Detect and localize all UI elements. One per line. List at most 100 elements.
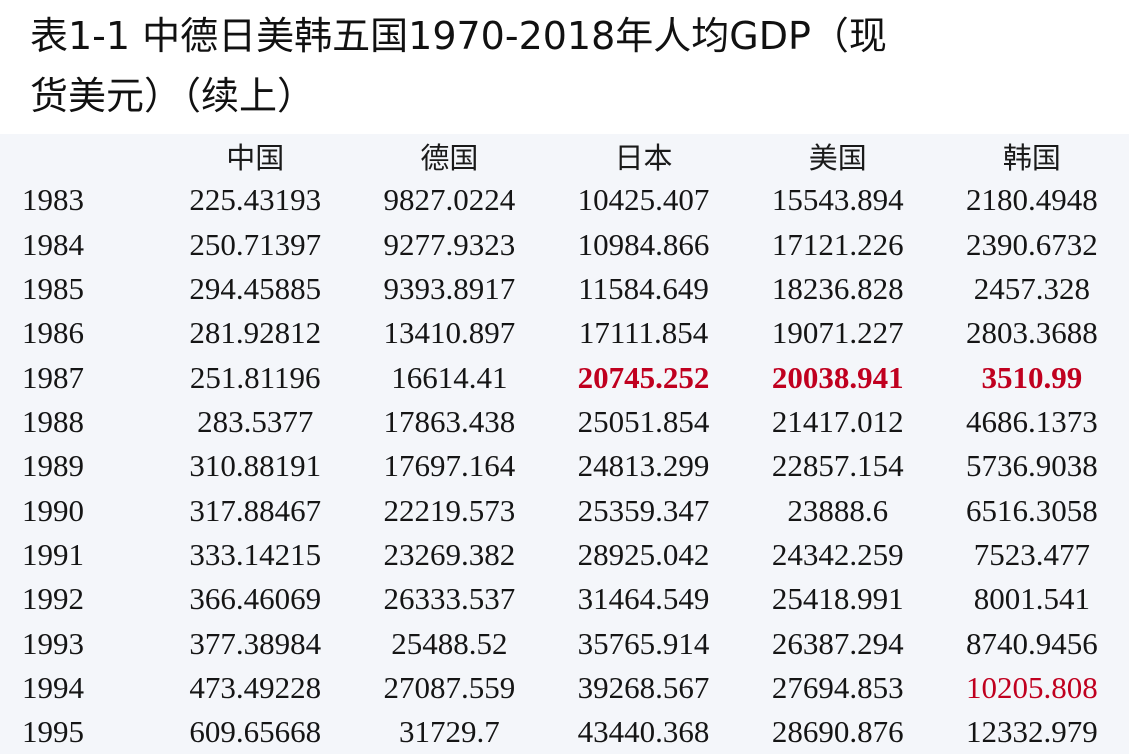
value-cell: 31464.549 [577,581,710,617]
value-cell: 310.88191 [189,448,322,484]
year-cell: 1988 [22,403,84,439]
value-cell: 28925.042 [577,536,710,572]
value-cell: 24813.299 [577,448,710,484]
value-cell: 22857.154 [771,448,904,484]
table-row: 1984 250.71397 9277.9323 10984.866 17121… [0,222,1129,266]
value-cell: 19071.227 [771,315,904,351]
value-cell: 15543.894 [771,182,904,218]
value-cell: 7523.477 [973,536,1091,572]
value-cell: 17697.164 [383,448,516,484]
value-cell: 317.88467 [189,492,322,528]
value-cell: 17863.438 [383,403,516,439]
highlighted-value-cell: 3510.99 [981,359,1083,395]
value-cell: 22219.573 [383,492,516,528]
year-cell: 1986 [22,315,84,351]
value-cell: 9277.9323 [383,226,516,262]
highlighted-value-cell: 10205.808 [966,669,1098,705]
table-row: 1993 377.38984 25488.52 35765.914 26387.… [0,621,1129,665]
value-cell: 281.92812 [189,315,322,351]
year-cell: 1989 [22,448,84,484]
value-cell: 2457.328 [973,270,1091,306]
header-germany: 德国 [420,141,479,175]
table-row: 1989 310.88191 17697.164 24813.299 22857… [0,444,1129,488]
value-cell: 2390.6732 [966,226,1098,262]
value-cell: 12332.979 [966,714,1098,750]
table-row: 1990 317.88467 22219.573 25359.347 23888… [0,488,1129,532]
value-cell: 18236.828 [771,270,904,306]
year-cell: 1991 [22,536,84,572]
value-cell: 6516.3058 [966,492,1098,528]
value-cell: 17121.226 [771,226,904,262]
value-cell: 26333.537 [383,581,516,617]
value-cell: 16614.41 [391,359,508,395]
value-cell: 5736.9038 [966,448,1098,484]
value-cell: 24342.259 [771,536,904,572]
year-cell: 1990 [22,492,84,528]
value-cell: 9393.8917 [383,270,516,306]
page-title: 表1-1 中德日美韩五国1970-2018年人均GDP（现 货美元）（续上） [30,6,1090,126]
value-cell: 294.45885 [189,270,322,306]
value-cell: 23888.6 [787,492,889,528]
value-cell: 333.14215 [189,536,322,572]
header-korea: 韩国 [1002,141,1061,175]
table-row: 1994 473.49228 27087.559 39268.567 27694… [0,666,1129,710]
header-china: 中国 [226,141,285,175]
value-cell: 13410.897 [383,315,516,351]
year-cell: 1983 [22,182,84,218]
gdp-table: 中国 德国 日本 美国 韩国 1983 225.43193 9827.0224 … [0,134,1129,754]
table-header-row: 中国 德国 日本 美国 韩国 [0,134,1129,178]
value-cell: 27694.853 [771,669,904,705]
table-row: 1987 251.81196 16614.41 20745.252 20038.… [0,355,1129,399]
value-cell: 43440.368 [577,714,710,750]
table-row: 1991 333.14215 23269.382 28925.042 24342… [0,533,1129,577]
year-cell: 1987 [22,359,84,395]
header-usa: 美国 [808,141,867,175]
value-cell: 21417.012 [771,403,904,439]
year-cell: 1994 [22,669,84,705]
value-cell: 28690.876 [771,714,904,750]
value-cell: 251.81196 [189,359,321,395]
value-cell: 10984.866 [577,226,710,262]
year-cell: 1995 [22,714,84,750]
value-cell: 2180.4948 [966,182,1098,218]
value-cell: 8001.541 [973,581,1091,617]
year-cell: 1993 [22,625,84,661]
value-cell: 2803.3688 [966,315,1098,351]
value-cell: 25418.991 [771,581,904,617]
value-cell: 10425.407 [577,182,710,218]
table-row: 1992 366.46069 26333.537 31464.549 25418… [0,577,1129,621]
table-row: 1986 281.92812 13410.897 17111.854 19071… [0,311,1129,355]
value-cell: 26387.294 [771,625,904,661]
header-year [0,134,158,178]
value-cell: 25359.347 [577,492,710,528]
table-row: 1985 294.45885 9393.8917 11584.649 18236… [0,267,1129,311]
value-cell: 8740.9456 [966,625,1098,661]
header-japan: 日本 [614,141,673,175]
value-cell: 27087.559 [383,669,516,705]
value-cell: 250.71397 [189,226,322,262]
highlighted-value-cell: 20038.941 [771,359,904,395]
value-cell: 39268.567 [577,669,710,705]
table-row: 1983 225.43193 9827.0224 10425.407 15543… [0,178,1129,222]
value-cell: 283.5377 [197,403,314,439]
value-cell: 31729.7 [399,714,500,750]
value-cell: 17111.854 [578,315,709,351]
value-cell: 9827.0224 [383,182,516,218]
value-cell: 11584.649 [578,270,709,306]
value-cell: 225.43193 [189,182,322,218]
value-cell: 25488.52 [391,625,508,661]
gdp-table-container: 中国 德国 日本 美国 韩国 1983 225.43193 9827.0224 … [0,134,1129,754]
year-cell: 1992 [22,581,84,617]
value-cell: 23269.382 [383,536,516,572]
value-cell: 4686.1373 [966,403,1098,439]
value-cell: 25051.854 [577,403,710,439]
year-cell: 1984 [22,226,84,262]
year-cell: 1985 [22,270,84,306]
value-cell: 473.49228 [189,669,322,705]
title-line-2: 货美元）（续上） [30,74,316,118]
highlighted-value-cell: 20745.252 [577,359,710,395]
value-cell: 609.65668 [189,714,322,750]
value-cell: 35765.914 [577,625,710,661]
table-row: 1988 283.5377 17863.438 25051.854 21417.… [0,400,1129,444]
value-cell: 377.38984 [189,625,322,661]
